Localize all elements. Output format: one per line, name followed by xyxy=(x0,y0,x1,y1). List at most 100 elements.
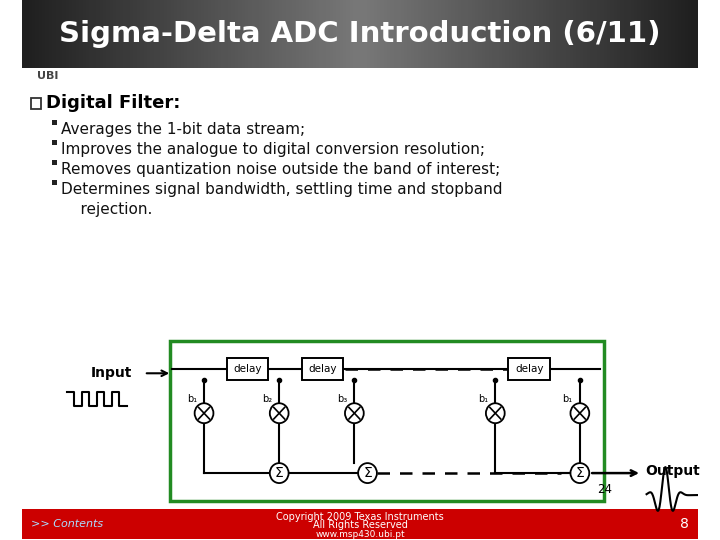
Bar xyxy=(482,0,486,68)
Text: Averages the 1-bit data stream;: Averages the 1-bit data stream; xyxy=(61,122,305,137)
Bar xyxy=(208,0,212,68)
Bar xyxy=(231,0,235,68)
Bar xyxy=(191,0,195,68)
Circle shape xyxy=(270,403,289,423)
Bar xyxy=(410,0,415,68)
Bar xyxy=(302,0,307,68)
Bar xyxy=(89,0,94,68)
Bar xyxy=(343,0,348,68)
Bar xyxy=(644,0,649,68)
Bar xyxy=(570,0,574,68)
Bar xyxy=(434,0,438,68)
Bar xyxy=(22,509,27,539)
Bar xyxy=(221,0,225,68)
Bar xyxy=(32,0,36,68)
Bar xyxy=(688,0,693,68)
Bar xyxy=(374,0,378,68)
Bar xyxy=(265,0,269,68)
Bar xyxy=(120,0,124,68)
Text: rejection.: rejection. xyxy=(61,201,153,217)
Text: b₂: b₂ xyxy=(262,394,272,404)
Bar xyxy=(418,0,422,68)
Bar xyxy=(556,0,560,68)
Circle shape xyxy=(570,463,589,483)
Bar xyxy=(107,509,112,539)
Bar xyxy=(505,0,510,68)
Text: Input: Input xyxy=(90,366,132,380)
Bar xyxy=(431,0,436,68)
Bar xyxy=(691,0,696,68)
Bar xyxy=(181,0,185,68)
Bar xyxy=(292,0,297,68)
Bar xyxy=(52,180,56,185)
Bar xyxy=(536,0,540,68)
Bar xyxy=(238,0,243,68)
Bar xyxy=(45,0,50,68)
Bar xyxy=(631,0,635,68)
Bar xyxy=(69,0,73,68)
Bar xyxy=(168,509,174,539)
Bar xyxy=(675,0,679,68)
Bar xyxy=(213,509,219,539)
Bar xyxy=(282,0,287,68)
Bar xyxy=(678,0,683,68)
Text: b₁: b₁ xyxy=(186,394,197,404)
Bar xyxy=(316,0,320,68)
Bar xyxy=(84,509,89,539)
Bar xyxy=(25,0,30,68)
Bar xyxy=(306,0,310,68)
Bar xyxy=(613,0,618,68)
Bar xyxy=(279,0,283,68)
Bar xyxy=(50,509,55,539)
Bar xyxy=(129,509,135,539)
Bar xyxy=(671,0,675,68)
Bar xyxy=(356,0,361,68)
Bar xyxy=(478,0,482,68)
Text: Copyright 2009 Texas Instruments: Copyright 2009 Texas Instruments xyxy=(276,512,444,522)
Bar xyxy=(145,509,151,539)
Bar xyxy=(583,0,588,68)
Bar xyxy=(421,0,426,68)
Bar xyxy=(252,0,256,68)
Text: Digital Filter:: Digital Filter: xyxy=(46,94,181,112)
Text: delay: delay xyxy=(308,364,337,374)
Bar xyxy=(665,0,669,68)
Bar xyxy=(127,0,131,68)
Bar xyxy=(228,0,233,68)
Bar xyxy=(508,359,550,380)
Bar xyxy=(163,509,168,539)
Bar xyxy=(637,0,642,68)
Bar xyxy=(66,0,70,68)
Bar xyxy=(495,0,500,68)
Bar xyxy=(681,0,685,68)
Bar xyxy=(624,0,628,68)
Bar xyxy=(519,0,523,68)
Bar xyxy=(276,0,280,68)
Bar xyxy=(444,0,449,68)
Bar xyxy=(394,0,398,68)
Text: Improves the analogue to digital conversion resolution;: Improves the analogue to digital convers… xyxy=(61,141,485,157)
Bar xyxy=(61,509,67,539)
Bar xyxy=(299,0,303,68)
Bar xyxy=(611,0,615,68)
Bar xyxy=(230,509,236,539)
Bar xyxy=(516,0,520,68)
Bar xyxy=(103,0,107,68)
Bar xyxy=(657,0,662,68)
Bar xyxy=(137,0,141,68)
Text: Σ: Σ xyxy=(575,465,584,480)
Bar xyxy=(73,509,78,539)
Bar xyxy=(174,509,179,539)
Bar xyxy=(236,509,242,539)
Bar xyxy=(96,0,101,68)
Bar xyxy=(627,0,631,68)
Text: b₁: b₁ xyxy=(478,394,488,404)
Bar xyxy=(336,0,341,68)
Bar xyxy=(559,0,564,68)
Bar xyxy=(617,0,621,68)
Bar xyxy=(179,509,185,539)
Bar xyxy=(600,0,605,68)
Bar xyxy=(191,509,197,539)
Bar xyxy=(502,0,506,68)
Bar xyxy=(133,0,138,68)
